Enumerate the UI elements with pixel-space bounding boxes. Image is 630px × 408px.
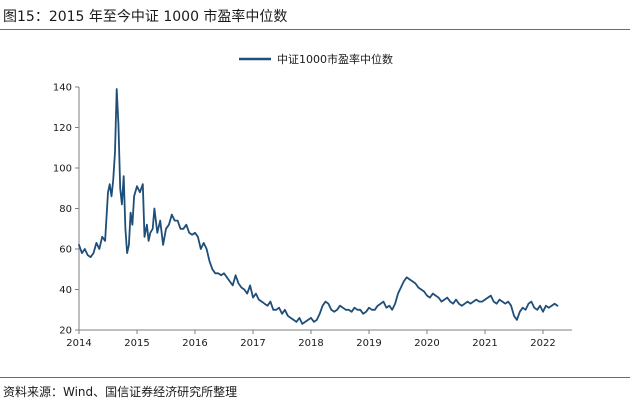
figure-title: 图15：2015 年至今中证 1000 市盈率中位数 <box>3 9 288 25</box>
axes: 20 40 60 80 100 120 140 2014 2015 2016 2017 2018 201… <box>53 83 572 349</box>
y-tick-label: 140 <box>53 83 72 94</box>
x-tick-label: 2015 <box>124 338 149 349</box>
y-tick-label: 80 <box>59 204 72 215</box>
bottom-rule <box>0 377 630 378</box>
x-tick-label: 2014 <box>66 338 91 349</box>
series-line <box>78 88 559 325</box>
x-tick-label: 2021 <box>472 338 497 349</box>
plot-area <box>78 88 559 325</box>
x-tick-label: 2020 <box>414 338 439 349</box>
y-tick-label: 20 <box>59 326 72 337</box>
legend-label: 中证1000市盈率中位数 <box>277 52 393 66</box>
x-tick-label: 2022 <box>530 338 555 349</box>
y-tick-label: 120 <box>53 123 72 134</box>
y-tick-label: 60 <box>59 245 72 256</box>
chart-legend: 中证1000市盈率中位数 <box>239 52 393 66</box>
y-tick-label: 40 <box>59 285 72 296</box>
x-tick-label: 2018 <box>298 338 323 349</box>
x-tick-label: 2017 <box>240 338 265 349</box>
x-tick-label: 2016 <box>182 338 207 349</box>
source-note: 资料来源：Wind、国信证券经济研究所整理 <box>3 385 238 399</box>
x-tick-label: 2019 <box>356 338 381 349</box>
y-tick-label: 100 <box>53 164 72 175</box>
top-rule <box>0 29 630 30</box>
